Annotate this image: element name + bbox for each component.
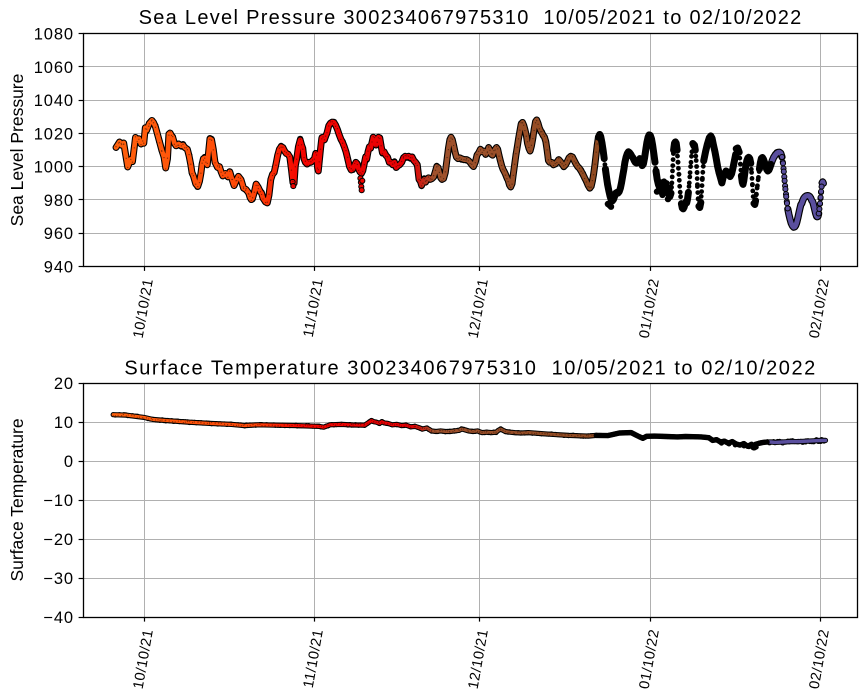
svg-text:Surface Temperature: Surface Temperature bbox=[7, 418, 27, 581]
svg-text:940: 940 bbox=[44, 258, 74, 276]
svg-text:1000: 1000 bbox=[34, 159, 74, 177]
svg-text:1080: 1080 bbox=[34, 26, 74, 44]
svg-text:960: 960 bbox=[44, 225, 74, 243]
svg-text:Sea Level Pressure 30023406797: Sea Level Pressure 300234067975310 10/05… bbox=[139, 7, 803, 29]
svg-text:−10: −10 bbox=[43, 492, 74, 510]
svg-text:−40: −40 bbox=[43, 609, 74, 627]
svg-text:10: 10 bbox=[54, 414, 74, 432]
svg-text:Sea Level Pressure: Sea Level Pressure bbox=[7, 74, 27, 227]
svg-text:1020: 1020 bbox=[34, 125, 74, 143]
svg-text:Surface Temperature 3002340679: Surface Temperature 300234067975310 10/0… bbox=[124, 357, 816, 379]
svg-text:980: 980 bbox=[44, 192, 74, 210]
svg-text:−30: −30 bbox=[43, 570, 74, 588]
svg-text:1040: 1040 bbox=[34, 92, 74, 110]
svg-text:20: 20 bbox=[54, 375, 74, 393]
svg-text:0: 0 bbox=[64, 453, 74, 471]
svg-text:−20: −20 bbox=[43, 531, 74, 549]
svg-text:1060: 1060 bbox=[34, 59, 74, 77]
